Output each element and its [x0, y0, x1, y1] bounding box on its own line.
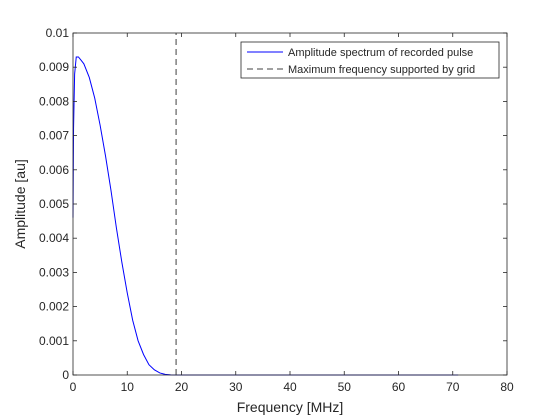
x-tick-label: 30: [229, 380, 243, 394]
y-tick-label: 0.008: [39, 94, 69, 108]
y-tick-label: 0.005: [39, 197, 69, 211]
y-tick-label: 0.002: [39, 300, 69, 314]
x-tick-label: 20: [175, 380, 189, 394]
y-tick-label: 0.009: [39, 60, 69, 74]
y-tick-label: 0.003: [39, 265, 69, 279]
x-tick-label: 50: [338, 380, 352, 394]
x-tick-label: 0: [70, 380, 77, 394]
x-tick-label: 80: [500, 380, 514, 394]
x-axis-label: Frequency [MHz]: [237, 399, 344, 415]
x-tick-label: 70: [446, 380, 460, 394]
legend-label-pulse: Amplitude spectrum of recorded pulse: [288, 47, 473, 59]
y-tick-label: 0.01: [46, 26, 70, 40]
x-tick-label: 40: [283, 380, 297, 394]
y-axis-label: Amplitude [au]: [12, 159, 28, 249]
x-axis-ticks: 0 10 20 30 40 50 60 70 80: [70, 33, 514, 394]
y-tick-label: 0: [62, 368, 69, 382]
x-tick-label: 10: [121, 380, 135, 394]
legend-label-max-frequency: Maximum frequency supported by grid: [288, 64, 475, 76]
y-tick-label: 0.001: [39, 334, 69, 348]
y-tick-label: 0.004: [39, 231, 69, 245]
x-tick-label: 60: [392, 380, 406, 394]
plot-area: [73, 33, 507, 375]
legend: Amplitude spectrum of recorded pulse Max…: [240, 41, 500, 79]
y-tick-label: 0.006: [39, 163, 69, 177]
y-tick-label: 0.007: [39, 129, 69, 143]
legend-box: [240, 41, 500, 79]
y-axis-ticks: 0 0.001 0.002 0.003 0.004 0.005 0.006 0.007 0.00…: [39, 26, 507, 382]
